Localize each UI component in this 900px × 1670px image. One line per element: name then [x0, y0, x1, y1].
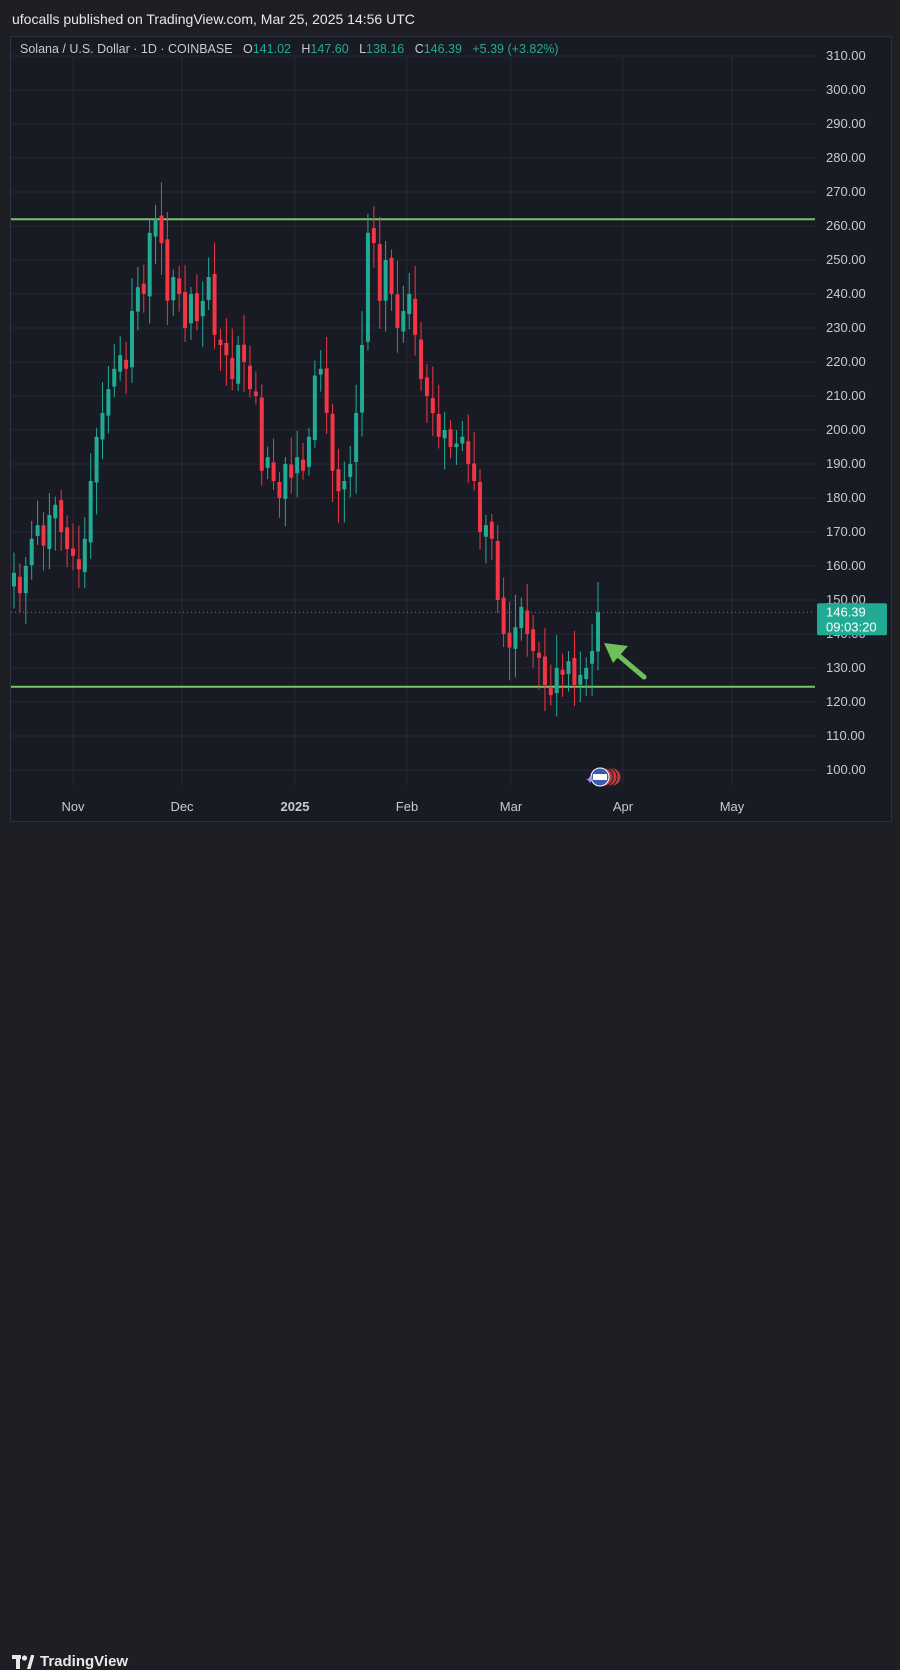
- symbol-legend: Solana / U.S. Dollar · 1D · COINBASE O14…: [20, 42, 559, 56]
- symbol-name[interactable]: Solana / U.S. Dollar · 1D · COINBASE: [20, 42, 233, 56]
- chart-frame[interactable]: [10, 36, 892, 822]
- open-value: 141.02: [252, 42, 291, 56]
- close-value: 146.39: [423, 42, 462, 56]
- low-value: 138.16: [366, 42, 405, 56]
- open-label: O: [243, 42, 253, 56]
- tradingview-brand: TradingView: [40, 1653, 129, 1670]
- footer: TradingView: [0, 822, 900, 1670]
- publisher-line: ufocalls published on TradingView.com, M…: [12, 11, 415, 27]
- top-bar: ufocalls published on TradingView.com, M…: [0, 0, 900, 36]
- low-label: L: [359, 42, 367, 56]
- high-value: 147.60: [310, 42, 349, 56]
- high-label: H: [301, 42, 311, 56]
- close-label: C: [414, 42, 424, 56]
- tradingview-logo[interactable]: TradingView: [12, 1653, 128, 1670]
- tradingview-logo-icon: [12, 1654, 34, 1669]
- change-value: +5.39 (+3.82%): [472, 42, 559, 56]
